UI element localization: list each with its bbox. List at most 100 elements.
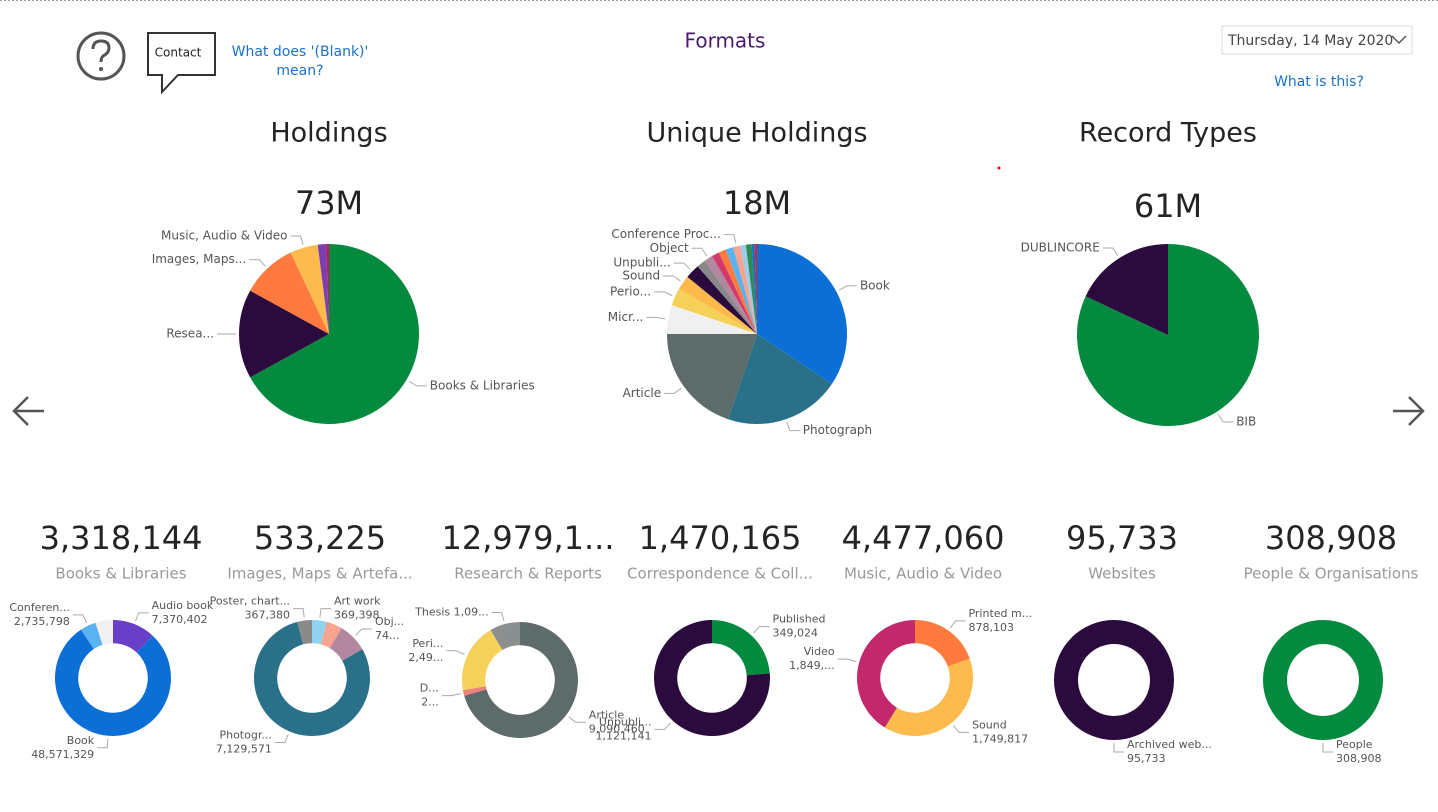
slice (751, 244, 757, 334)
slice-label: Printed m... (968, 607, 1032, 620)
slice-value: 7,370,402 (152, 613, 208, 626)
chart-total: 73M (295, 184, 363, 222)
card-label: Websites (1088, 565, 1156, 583)
card-label: Correspondence & Coll... (627, 565, 813, 583)
leader-line (249, 259, 266, 267)
contact-button[interactable]: Contact (147, 32, 216, 95)
slice-label: Sound (622, 268, 660, 282)
slice-label: Photogr... (219, 729, 271, 742)
leader-line (441, 693, 461, 697)
leader-line (646, 316, 666, 320)
slice (326, 243, 329, 334)
slice (671, 289, 757, 334)
slice-value: 349,024 (773, 627, 819, 640)
leader-line (134, 612, 149, 622)
slice (54, 629, 171, 737)
slice (1076, 244, 1259, 426)
slice (462, 686, 487, 696)
leader-line (673, 262, 691, 270)
slice-label: DUBLINCORE (1021, 241, 1100, 255)
slice-label: Unpubli... (613, 256, 670, 270)
slice (712, 620, 770, 676)
slice (462, 630, 503, 691)
leader-line (568, 716, 586, 723)
slice-label: Micr... (608, 310, 644, 324)
slice (728, 334, 832, 424)
chart-title: Holdings (270, 118, 387, 149)
leader-line (949, 620, 966, 629)
card-value: 4,477,060 (842, 519, 1005, 557)
slice (915, 620, 970, 667)
leader-line (691, 247, 708, 257)
slice-label: Poster, chart... (210, 595, 290, 608)
leader-line (786, 421, 800, 432)
slice (1054, 620, 1174, 740)
leader-line (664, 387, 682, 394)
slice (856, 619, 915, 728)
card-value: 533,225 (254, 519, 386, 557)
prev-arrow[interactable] (12, 396, 44, 426)
slice (464, 622, 578, 738)
card-value: 12,979,1... (441, 519, 614, 557)
slice-label: Video (804, 645, 835, 658)
slice (490, 622, 520, 651)
slice (329, 628, 363, 661)
slice-value: 367,380 (245, 609, 291, 622)
blank-link[interactable]: What does '(Blank)' mean? (232, 44, 369, 79)
slice (1085, 244, 1168, 335)
slice (667, 305, 757, 334)
next-arrow[interactable] (1393, 396, 1425, 426)
slice (654, 620, 771, 737)
slice-label: Unpubli... (599, 715, 652, 728)
slice-label: Object (650, 241, 689, 255)
slice (754, 244, 757, 334)
slice-value: 9,090,460 (589, 722, 645, 735)
slice-label: Peri... (412, 637, 443, 650)
slice (679, 276, 757, 334)
leader-line (274, 734, 289, 744)
dot (997, 166, 1001, 170)
slice-label: BIB (1236, 414, 1256, 428)
slice-value: 48,571,329 (31, 748, 94, 761)
slice-value: 2... (421, 696, 439, 709)
slice (725, 247, 757, 334)
slice (667, 334, 757, 420)
leader-line (446, 650, 465, 655)
slice-label: Sound (972, 718, 1007, 731)
slice (712, 252, 757, 334)
slice (320, 621, 342, 649)
slice-value: 369,398 (334, 609, 380, 622)
leader-line (97, 738, 109, 749)
contact-label[interactable]: Contact (155, 46, 202, 60)
leader-line (293, 608, 305, 618)
slice-label: Photograph (803, 423, 872, 437)
slice-label: Thesis 1,09... (414, 605, 488, 618)
slice-label: Art work (334, 595, 381, 608)
slice-value: 95,733 (1127, 752, 1166, 765)
date-dropdown[interactable]: Thursday, 14 May 2020 (1221, 25, 1413, 55)
slice (884, 658, 974, 737)
slice-label: D... (420, 682, 439, 695)
slice-label: Book (67, 734, 95, 747)
slice (312, 620, 327, 645)
slice-label: People (1336, 738, 1373, 751)
page-title: Formats (685, 29, 766, 53)
slice-label: Published (773, 613, 826, 626)
slice-label: Conferen... (9, 601, 70, 614)
card-label: Research & Reports (454, 565, 602, 583)
date-value[interactable]: Thursday, 14 May 2020 (1227, 33, 1393, 49)
slice (740, 244, 757, 334)
leader-line (1102, 247, 1119, 256)
chart-total: 18M (723, 184, 791, 222)
leader-line (663, 275, 681, 282)
chart-title: Record Types (1079, 118, 1257, 149)
leader-line (654, 291, 673, 297)
card-value: 3,318,144 (40, 519, 203, 557)
leader-line (753, 626, 770, 634)
slice (297, 620, 312, 645)
card-label: Books & Libraries (55, 565, 186, 583)
slice-value: 1,749,817 (972, 732, 1028, 745)
help-icon[interactable] (76, 31, 126, 81)
slice-value: 878,103 (968, 621, 1014, 634)
what-link[interactable]: What is this? (1274, 74, 1364, 90)
